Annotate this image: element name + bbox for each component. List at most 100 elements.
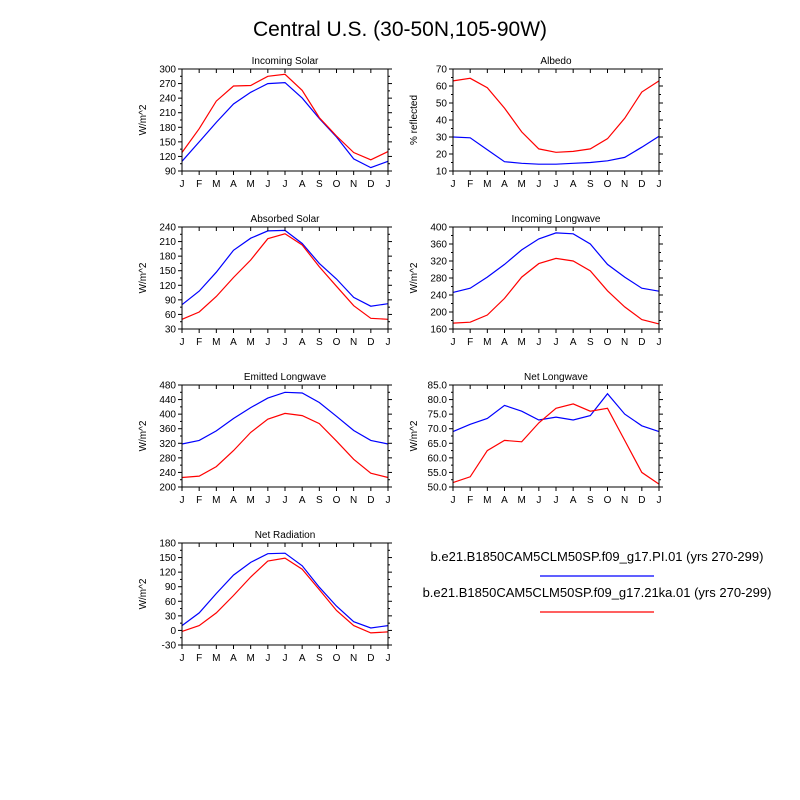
x-tick-label: A	[299, 179, 306, 190]
y-tick-label: 320	[430, 257, 447, 268]
y-axis-label: W/m^2	[138, 420, 149, 451]
y-tick-label: 90	[165, 167, 177, 178]
x-tick-label: M	[246, 653, 254, 664]
y-tick-label: 20	[436, 150, 448, 161]
series-line-2	[181, 233, 389, 320]
x-tick-label: M	[246, 179, 254, 190]
series-line-2	[181, 557, 389, 634]
x-tick-label: J	[386, 179, 391, 190]
y-tick-label: 10	[436, 167, 448, 178]
x-tick-label: F	[196, 337, 202, 348]
plot-frame	[181, 384, 389, 488]
x-tick-label: S	[587, 337, 594, 348]
x-tick-label: D	[367, 495, 374, 506]
x-tick-label: J	[386, 653, 391, 664]
series-line-1	[452, 232, 660, 293]
x-tick-label: M	[483, 337, 491, 348]
x-tick-label: F	[196, 495, 202, 506]
legend: b.e21.B1850CAM5CLM50SP.f09_g17.PI.01 (yr…	[423, 549, 771, 613]
x-tick-label: M	[517, 179, 525, 190]
plot-frame	[181, 68, 389, 172]
x-tick-label: N	[350, 179, 357, 190]
y-tick-label: 50	[436, 99, 448, 110]
x-tick-label: J	[180, 337, 185, 348]
x-tick-label: J	[180, 495, 185, 506]
x-tick-label: J	[451, 179, 456, 190]
x-tick-label: A	[230, 653, 237, 664]
x-tick-label: J	[451, 337, 456, 348]
x-tick-label: A	[570, 337, 577, 348]
x-tick-label: A	[299, 495, 306, 506]
y-tick-label: 270	[159, 79, 176, 90]
x-tick-label: M	[483, 495, 491, 506]
y-tick-label: 30	[436, 133, 448, 144]
x-tick-label: J	[386, 337, 391, 348]
x-tick-label: A	[501, 337, 508, 348]
x-tick-label: D	[367, 179, 374, 190]
series-line-2	[452, 77, 660, 153]
x-tick-label: M	[212, 653, 220, 664]
series-line-1	[181, 552, 389, 629]
x-tick-label: M	[517, 337, 525, 348]
series-line-2	[452, 257, 660, 325]
x-tick-label: J	[283, 653, 288, 664]
x-tick-label: F	[467, 337, 473, 348]
x-tick-label: M	[246, 495, 254, 506]
x-tick-label: O	[604, 179, 612, 190]
x-tick-label: N	[621, 495, 628, 506]
x-tick-label: D	[367, 653, 374, 664]
x-tick-label: S	[316, 495, 323, 506]
x-tick-label: J	[657, 179, 662, 190]
y-tick-label: 180	[159, 539, 176, 550]
y-tick-label: 440	[159, 395, 176, 406]
plot-frame	[452, 384, 660, 488]
y-tick-label: 200	[430, 308, 447, 319]
x-tick-label: J	[180, 653, 185, 664]
x-tick-label: O	[333, 495, 341, 506]
y-tick-label: 280	[159, 453, 176, 464]
x-tick-label: M	[212, 495, 220, 506]
x-tick-label: J	[283, 337, 288, 348]
y-tick-label: 80.0	[428, 395, 448, 406]
x-tick-label: J	[657, 337, 662, 348]
y-tick-label: 210	[159, 237, 176, 248]
series-line-1	[181, 81, 389, 169]
legend-label-1: b.e21.B1850CAM5CLM50SP.f09_g17.PI.01 (yr…	[431, 549, 764, 564]
x-tick-label: A	[299, 653, 306, 664]
x-tick-label: S	[316, 179, 323, 190]
panel-title: Albedo	[540, 56, 572, 67]
x-tick-label: N	[350, 337, 357, 348]
y-tick-label: 240	[430, 291, 447, 302]
y-tick-label: -30	[162, 641, 177, 652]
y-tick-label: 210	[159, 108, 176, 119]
y-axis-label: W/m^2	[409, 262, 420, 293]
x-tick-label: O	[333, 653, 341, 664]
series-line-1	[452, 392, 660, 433]
x-tick-label: A	[299, 337, 306, 348]
x-tick-label: J	[265, 653, 270, 664]
y-tick-label: 300	[159, 65, 176, 76]
y-tick-label: 400	[430, 223, 447, 234]
y-tick-label: 360	[159, 424, 176, 435]
y-tick-label: 400	[159, 410, 176, 421]
y-tick-label: 65.0	[428, 439, 448, 450]
series-line-2	[181, 412, 389, 479]
x-tick-label: D	[638, 179, 645, 190]
series-line-1	[452, 135, 660, 165]
y-tick-label: 30	[165, 325, 177, 336]
x-tick-label: S	[587, 495, 594, 506]
x-tick-label: J	[386, 495, 391, 506]
y-axis-label: % reflected	[409, 95, 420, 145]
y-tick-label: 60	[165, 310, 177, 321]
x-tick-label: J	[265, 337, 270, 348]
y-tick-label: 150	[159, 266, 176, 277]
x-tick-label: N	[621, 337, 628, 348]
x-tick-label: M	[483, 179, 491, 190]
y-tick-label: 120	[159, 281, 176, 292]
x-tick-label: D	[367, 337, 374, 348]
y-tick-label: 240	[159, 94, 176, 105]
series-line-2	[181, 73, 389, 161]
